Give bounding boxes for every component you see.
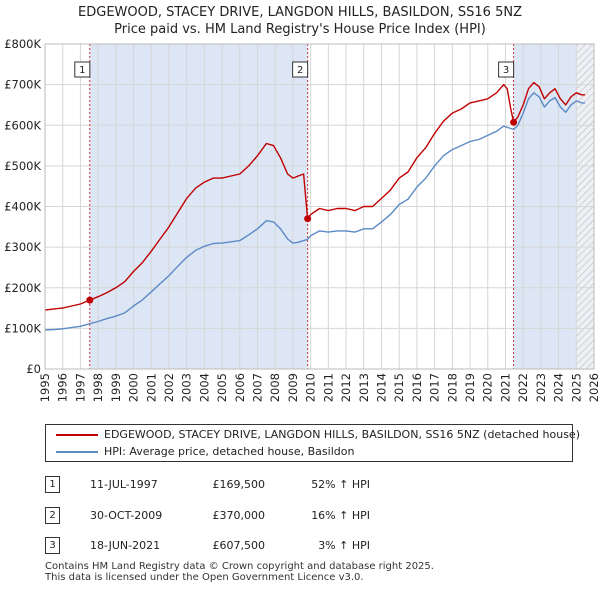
chart-plot: 1 2 3 £0 £100K £200K £300K £400K £500K £600K £700K… xyxy=(4,37,600,402)
y-tick-label: £700K xyxy=(4,78,41,92)
legend-swatch-property xyxy=(56,434,98,436)
transaction-date: 18-JUN-2021 xyxy=(90,539,161,552)
sale-label-box xyxy=(74,61,91,78)
x-tick-label: 2004 xyxy=(197,373,211,402)
y-tick-label: £400K xyxy=(4,200,41,214)
transaction-number: 2 xyxy=(45,507,60,524)
x-tick-label: 2019 xyxy=(463,373,477,402)
y-tick-label: £500K xyxy=(4,159,41,173)
y-tick-label: £200K xyxy=(4,281,41,295)
footer-license: This data is licensed under the Open Gov… xyxy=(45,572,364,583)
x-tick-label: 2014 xyxy=(374,373,388,402)
sale-point xyxy=(304,215,312,223)
footer-copyright: Contains HM Land Registry data © Crown c… xyxy=(45,561,434,572)
hpi-line xyxy=(44,92,586,331)
transaction-hpi-change: 3% ↑ HPI xyxy=(318,539,370,552)
x-tick-label: 2021 xyxy=(498,373,512,402)
x-tick-label: 2005 xyxy=(215,373,229,402)
property-price-line xyxy=(44,81,586,311)
x-tick-label: 2016 xyxy=(410,373,424,402)
x-tick-label: 1997 xyxy=(73,373,87,402)
transaction-hpi-change: 16% ↑ HPI xyxy=(311,509,370,522)
y-tick-label: £600K xyxy=(4,118,41,132)
transaction-row: 3 18-JUN-2021 £607,500 3% ↑ HPI xyxy=(0,537,600,559)
chart-title: EDGEWOOD, STACEY DRIVE, LANGDON HILLS, B… xyxy=(0,4,600,38)
legend-item-hpi: HPI: Average price, detached house, Basi… xyxy=(46,444,572,460)
transaction-price: £370,000 xyxy=(212,509,266,522)
x-tick-label: 2010 xyxy=(304,373,318,402)
sale-point xyxy=(510,118,518,126)
x-tick-label: 2024 xyxy=(552,373,566,402)
x-tick-label: 2020 xyxy=(481,373,495,402)
x-tick-label: 2025 xyxy=(569,373,583,402)
sale-point xyxy=(86,296,94,304)
transaction-row: 2 30-OCT-2009 £370,000 16% ↑ HPI xyxy=(0,507,600,529)
transaction-number: 1 xyxy=(45,476,60,493)
y-tick-label: £0 xyxy=(26,362,41,376)
sale-label: 1 xyxy=(79,65,85,76)
chart-legend: EDGEWOOD, STACEY DRIVE, LANGDON HILLS, B… xyxy=(45,424,580,462)
transaction-price: £169,500 xyxy=(212,478,266,491)
chart-title-line1: EDGEWOOD, STACEY DRIVE, LANGDON HILLS, B… xyxy=(78,5,522,20)
transaction-row: 1 11-JUL-1997 £169,500 52% ↑ HPI xyxy=(0,476,600,498)
plot-border xyxy=(44,43,595,370)
x-tick-label: 2008 xyxy=(268,373,282,402)
x-tick-label: 2002 xyxy=(162,373,176,402)
x-tick-label: 2022 xyxy=(516,373,530,402)
chart-subtitle: Price paid vs. HM Land Registry's House … xyxy=(114,22,486,37)
x-tick-label: 2017 xyxy=(428,373,442,402)
x-tick-label: 2001 xyxy=(144,373,158,402)
transaction-date: 30-OCT-2009 xyxy=(90,509,163,522)
sale-label-box xyxy=(498,61,515,78)
x-tick-label: 2013 xyxy=(357,373,371,402)
x-tick-label: 2012 xyxy=(339,373,353,402)
x-tick-label: 2003 xyxy=(180,373,194,402)
transaction-hpi-change: 52% ↑ HPI xyxy=(311,478,370,491)
x-tick-label: 2006 xyxy=(233,373,247,402)
transaction-number: 3 xyxy=(45,537,60,554)
y-tick-label: £300K xyxy=(4,240,41,254)
x-tick-label: 1999 xyxy=(109,373,123,402)
x-tick-label: 2026 xyxy=(587,373,600,402)
x-tick-label: 2009 xyxy=(286,373,300,402)
legend-label-hpi: HPI: Average price, detached house, Basi… xyxy=(104,445,355,458)
legend-item-property: EDGEWOOD, STACEY DRIVE, LANGDON HILLS, B… xyxy=(46,427,580,443)
x-tick-label: 1998 xyxy=(91,373,105,402)
footer: Contains HM Land Registry data © Crown c… xyxy=(45,561,434,583)
y-tick-label: £100K xyxy=(4,321,41,335)
x-tick-label: 2007 xyxy=(251,373,265,402)
x-tick-label: 2011 xyxy=(321,373,335,402)
x-tick-label: 2018 xyxy=(445,373,459,402)
x-tick-label: 2015 xyxy=(392,373,406,402)
transaction-price: £607,500 xyxy=(212,539,266,552)
x-tick-label: 1995 xyxy=(38,373,52,402)
y-tick-label: £800K xyxy=(4,37,41,51)
x-tick-label: 2023 xyxy=(534,373,548,402)
x-tick-label: 1996 xyxy=(56,373,70,402)
sale-label: 2 xyxy=(297,65,303,76)
transaction-date: 11-JUL-1997 xyxy=(90,478,158,491)
sale-label: 3 xyxy=(503,65,509,76)
x-tick-label: 2000 xyxy=(127,373,141,402)
legend-swatch-hpi xyxy=(56,451,98,453)
legend-label-property: EDGEWOOD, STACEY DRIVE, LANGDON HILLS, B… xyxy=(104,428,580,441)
sale-label-box xyxy=(292,61,309,78)
